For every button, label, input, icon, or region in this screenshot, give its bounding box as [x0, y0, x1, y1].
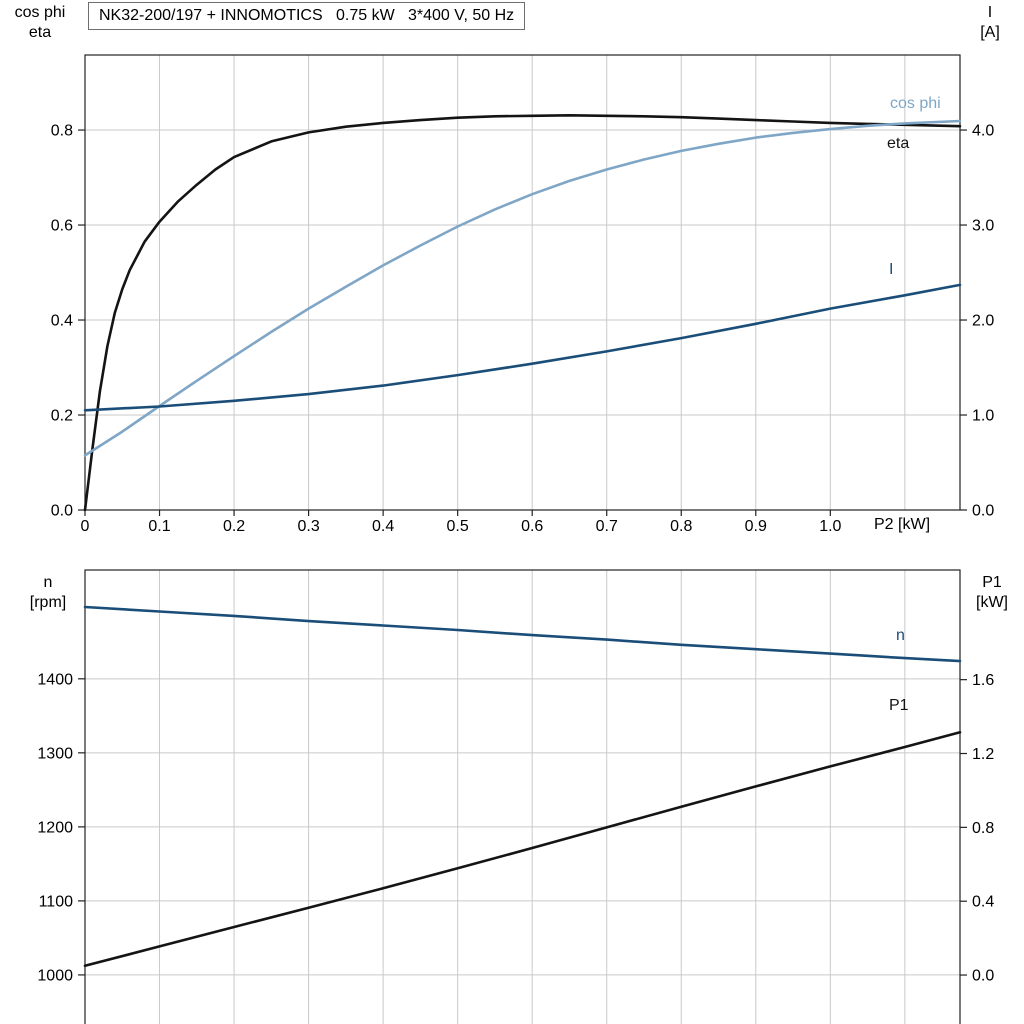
tick-label-left: 1300 — [37, 745, 73, 762]
tick-label-right: 4.0 — [972, 123, 994, 140]
tick-label-left: 1000 — [37, 967, 73, 984]
tick-label-left: 1100 — [39, 893, 74, 910]
axis-label-speed-unit: [rpm] — [29, 594, 67, 611]
curve-label-p1: P1 — [889, 697, 909, 714]
tick-label-right: 1.0 — [972, 408, 994, 425]
bottom-left-axis-label: n [rpm] — [16, 573, 80, 613]
tick-label-x: 0.8 — [670, 518, 692, 535]
tick-label-left: 0.8 — [51, 123, 73, 140]
axis-label-p1: P1 — [982, 574, 1002, 591]
tick-label-x: 0.7 — [596, 518, 618, 535]
bottom-right-axis-label: P1 [kW] — [962, 573, 1022, 613]
tick-label-x: 0.1 — [148, 518, 170, 535]
tick-label-x: 0.5 — [447, 518, 469, 535]
curve-label-current: I — [889, 261, 894, 278]
chart-title: NK32-200/197 + INNOMOTICS 0.75 kW 3*400 … — [88, 2, 526, 30]
tick-label-left: 1200 — [37, 819, 73, 836]
tick-label-left: 0.6 — [51, 218, 73, 235]
axis-label-current-unit: [A] — [980, 24, 1000, 41]
tick-label-x: 0.9 — [745, 518, 767, 535]
axis-label-p1-unit: [kW] — [976, 594, 1008, 611]
curve-label-eta: eta — [887, 135, 910, 152]
tick-label-x: 0.2 — [223, 518, 245, 535]
chart-0: 0.0 0.2 0.4 0.6 0.8 0.0 1.0 2.0 3.0 4.0 0 0.1 0.2 0.3… — [51, 54, 994, 535]
tick-label-x: 0.4 — [372, 518, 394, 535]
tick-label-x: 1.0 — [819, 518, 841, 535]
tick-label-right: 0.4 — [972, 894, 994, 911]
series-eta — [83, 114, 962, 512]
axis-label-eta: eta — [28, 24, 52, 41]
tick-label-right: 0.0 — [972, 968, 994, 985]
axis-label-cosphi: cos phi — [14, 4, 66, 21]
series-I — [83, 283, 962, 412]
tick-label-x: 0 — [81, 518, 90, 535]
tick-label-left: 0.4 — [51, 313, 73, 330]
series-n — [83, 605, 962, 663]
tick-label-right: 0.0 — [972, 503, 994, 520]
axis-label-current: I — [987, 4, 993, 21]
tick-label-right: 0.8 — [972, 820, 994, 837]
tick-label-right: 1.6 — [972, 672, 994, 689]
tick-label-left: 0.2 — [51, 408, 73, 425]
series-P1 — [83, 730, 962, 968]
tick-label-x: 0.6 — [521, 518, 543, 535]
plot-frame — [84, 569, 961, 1024]
tick-label-left: 0.0 — [51, 503, 73, 520]
axis-label-speed: n — [43, 574, 53, 591]
top-left-axis-label: cos phi eta — [4, 3, 76, 43]
curve-label-speed: n — [896, 627, 905, 644]
tick-label-right: 2.0 — [972, 313, 994, 330]
tick-label-x: 0.3 — [297, 518, 319, 535]
tick-label-right: 1.2 — [972, 746, 994, 763]
tick-label-left: 1400 — [37, 671, 73, 688]
x-axis-label: P2 [kW] — [874, 516, 931, 533]
plot-frame — [84, 54, 961, 511]
top-right-axis-label: I [A] — [960, 3, 1020, 43]
curve-label-cosphi: cos phi — [890, 95, 941, 112]
tick-label-right: 3.0 — [972, 218, 994, 235]
series-cos-phi — [83, 119, 962, 457]
chart-1: 1000 1100 1200 1300 1400 0.0 0.4 0.8 1.2 1.6 — [37, 569, 994, 1024]
